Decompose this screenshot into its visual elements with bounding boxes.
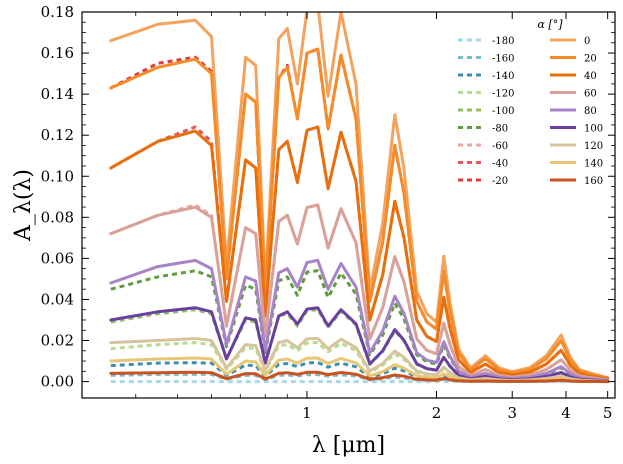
legend-label--80: -80	[492, 124, 508, 135]
y-tick-label: 0.04	[41, 290, 74, 308]
legend-label-120: 120	[584, 141, 603, 152]
legend-label-20: 20	[584, 54, 597, 65]
x-tick-label: 5	[603, 404, 613, 422]
series-line-160	[109, 370, 610, 384]
x-tick-label: 2	[432, 404, 442, 422]
y-tick-label: 0.16	[41, 44, 74, 62]
legend-label--180: -180	[492, 36, 514, 47]
y-tick-label: 0.18	[41, 3, 74, 21]
legend-label--40: -40	[492, 159, 508, 170]
series-group	[109, 12, 610, 384]
legend-label-40: 40	[584, 71, 597, 82]
x-tick-label: 4	[561, 404, 571, 422]
legend-title: α [°]	[537, 18, 563, 31]
legend-label--20: -20	[492, 176, 508, 187]
legend-label--100: -100	[492, 106, 514, 117]
series-line--140	[110, 361, 608, 383]
y-tick-label: 0.14	[41, 85, 74, 103]
series-line-40	[109, 125, 610, 381]
y-tick-label: 0.00	[41, 373, 74, 391]
y-tick-label: 0.06	[41, 249, 74, 267]
legend-label--120: -120	[492, 89, 514, 100]
legend-label--60: -60	[492, 141, 508, 152]
legend-label--160: -160	[492, 54, 514, 65]
legend-label--140: -140	[492, 71, 514, 82]
legend-label-0: 0	[584, 36, 590, 47]
legend-label-80: 80	[584, 106, 597, 117]
x-axis-title: λ [μm]	[312, 433, 385, 458]
x-tick-label: 1	[302, 404, 312, 422]
y-tick-label: 0.10	[41, 167, 74, 185]
y-tick-label: 0.08	[41, 208, 74, 226]
y-tick-label: 0.12	[41, 126, 74, 144]
axes: 0.00 0.02 0.04 0.06 0.08 0.10 0.12 0.14 0.16 0.18…	[41, 3, 616, 422]
series-line-80	[109, 258, 610, 382]
series-line-20	[109, 47, 610, 380]
legend-label-100: 100	[584, 124, 603, 135]
y-axis-title: A_λ(λ)	[11, 169, 36, 242]
x-tick-label: 3	[507, 404, 517, 422]
legend: α [°] -180 -160 -140 -120 -100 -80 -60 -40 -20 0 20…	[458, 18, 603, 187]
legend-label-140: 140	[584, 159, 603, 170]
legend-label-60: 60	[584, 89, 597, 100]
y-tick-label: 0.02	[41, 332, 74, 350]
series-line-60	[109, 203, 610, 382]
legend-label-160: 160	[584, 176, 603, 187]
plot-frame	[81, 11, 616, 399]
